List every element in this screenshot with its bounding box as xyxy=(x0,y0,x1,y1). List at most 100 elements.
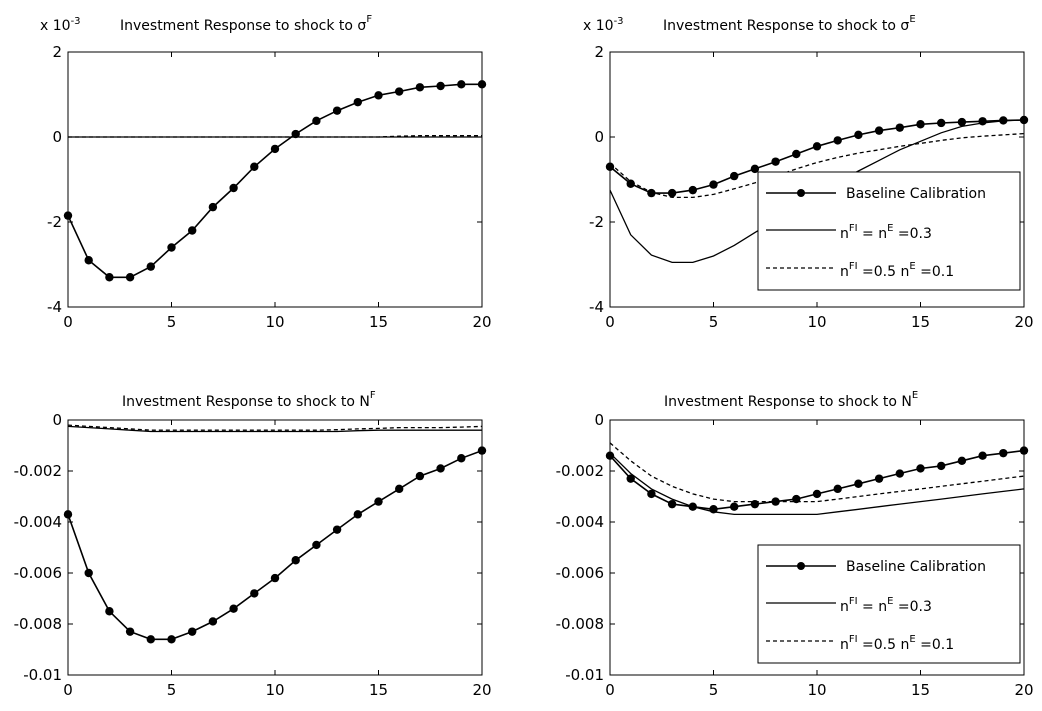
y-tick-label: 0 xyxy=(52,128,62,146)
data-point xyxy=(792,494,801,504)
data-point xyxy=(84,256,93,265)
data-point xyxy=(436,81,445,91)
x-tick-label: 10 xyxy=(265,313,284,331)
data-point xyxy=(374,497,383,506)
y-tick-label: -4 xyxy=(47,298,62,316)
x-tick-label: 20 xyxy=(1014,681,1033,699)
x-tick-label: 0 xyxy=(605,681,615,699)
legend-label-solid: nFI = nE =0.3 xyxy=(840,223,932,242)
data-point xyxy=(457,80,466,89)
data-point xyxy=(436,464,445,473)
y-tick-label: 2 xyxy=(52,43,62,61)
panel-n-f: 0 5 10 15 20 -0.01 -0.008 -0.006 -0.004 -0.002 0 I… xyxy=(14,390,492,699)
data-point xyxy=(999,448,1008,458)
data-point xyxy=(167,243,176,252)
data-point xyxy=(812,489,822,499)
data-point xyxy=(353,510,362,519)
data-point xyxy=(854,130,863,140)
data-point xyxy=(63,510,73,519)
data-point xyxy=(626,474,635,483)
data-point xyxy=(978,117,987,126)
data-point xyxy=(999,116,1008,125)
legend-label-baseline: Baseline Calibration xyxy=(846,559,986,575)
data-point xyxy=(647,188,656,198)
legend-marker xyxy=(797,189,805,197)
y-tick-label: 0 xyxy=(52,411,62,429)
data-point xyxy=(667,188,677,198)
data-point xyxy=(415,471,425,481)
data-point xyxy=(626,179,635,188)
data-point xyxy=(63,211,73,220)
plot-area xyxy=(67,51,483,308)
series-line-dashed xyxy=(68,135,482,138)
data-point xyxy=(250,589,259,598)
y-tick-label: -0.004 xyxy=(556,513,604,531)
panel-n-e: 0 5 10 15 20 -0.01 -0.008 -0.006 -0.004 -0.002 0 I… xyxy=(556,390,1034,699)
y-tick-label: -2 xyxy=(589,213,604,231)
panel-sigma-f: 0 5 10 15 20 -4 -2 0 2 x 10-3 Investment Respons… xyxy=(40,14,492,331)
data-point xyxy=(332,525,342,534)
chart-title: Investment Response to shock to σF xyxy=(120,14,372,34)
series-group xyxy=(605,442,1029,516)
data-point xyxy=(167,635,176,644)
chart-title: Investment Response to shock to NF xyxy=(122,390,376,410)
data-point xyxy=(188,627,197,636)
x-tick-label: 0 xyxy=(63,313,73,331)
x-tick-label: 20 xyxy=(472,681,491,699)
data-point xyxy=(792,149,801,159)
data-point xyxy=(771,157,780,166)
data-point xyxy=(146,262,155,271)
data-point xyxy=(270,573,280,583)
series-line-dashed xyxy=(609,132,1025,199)
data-point xyxy=(605,162,615,171)
x-tick-label: 10 xyxy=(807,313,826,331)
ticks: 0 5 10 15 20 -4 -2 0 2 xyxy=(47,43,492,331)
y-tick-label: -0.008 xyxy=(556,615,604,633)
data-point xyxy=(605,451,615,460)
data-point xyxy=(208,202,218,212)
x-tick-label: 5 xyxy=(167,681,177,699)
data-point xyxy=(477,80,487,89)
legend-label-dashed: nFI =0.5 nE =0.1 xyxy=(840,634,954,653)
data-point xyxy=(208,617,218,626)
data-point xyxy=(667,499,677,509)
data-point xyxy=(688,185,697,195)
data-point xyxy=(105,607,114,616)
data-point xyxy=(353,97,362,107)
chart-title: Investment Response to shock to NE xyxy=(664,390,918,410)
y-tick-label: -0.002 xyxy=(14,462,62,480)
y-tick-label: -0.01 xyxy=(23,666,62,684)
x-tick-label: 5 xyxy=(709,681,719,699)
data-point xyxy=(647,489,656,499)
legend: Baseline Calibration nFI = nE =0.3 nFI =… xyxy=(757,544,1021,664)
data-point xyxy=(874,126,884,135)
data-point xyxy=(854,479,863,488)
legend-marker xyxy=(797,562,805,570)
y-tick-label: -0.008 xyxy=(14,615,62,633)
y-tick-label: 2 xyxy=(594,43,604,61)
data-point xyxy=(146,635,155,644)
y-tick-label: -0.004 xyxy=(14,513,62,531)
series-group xyxy=(63,80,487,282)
x-tick-label: 5 xyxy=(167,313,177,331)
chart-title: Investment Response to shock to σE xyxy=(663,14,916,34)
data-point xyxy=(125,627,135,636)
data-point xyxy=(688,502,697,511)
data-point xyxy=(895,469,904,478)
y-tick-label: -0.01 xyxy=(565,666,604,684)
data-point xyxy=(833,484,842,494)
data-point xyxy=(374,91,383,100)
y-tick-label: -4 xyxy=(589,298,604,316)
data-point xyxy=(250,162,259,171)
data-point xyxy=(105,273,114,282)
series-group xyxy=(63,424,487,644)
y-tick-label: -0.006 xyxy=(14,564,62,582)
data-point xyxy=(188,226,197,235)
series-line-dashed xyxy=(67,424,483,431)
legend: Baseline Calibration nFI = nE =0.3 nFI =… xyxy=(757,171,1021,291)
x-tick-label: 15 xyxy=(369,681,388,699)
axis-multiplier: x 10-3 xyxy=(583,16,624,34)
axis-multiplier: x 10-3 xyxy=(40,16,81,34)
data-point xyxy=(937,118,946,128)
